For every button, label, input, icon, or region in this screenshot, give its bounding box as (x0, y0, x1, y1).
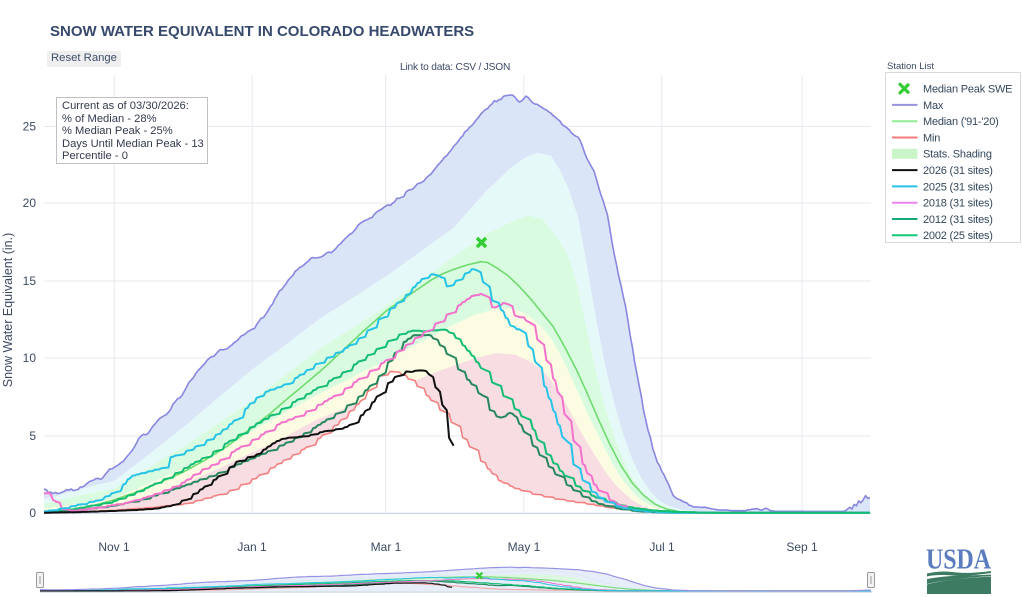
svg-text:2026 (31 sites): 2026 (31 sites) (923, 165, 993, 177)
svg-text:15: 15 (23, 274, 37, 288)
svg-text:10: 10 (23, 351, 37, 365)
svg-text:USDA: USDA (926, 546, 992, 575)
svg-text:2002 (25 sites): 2002 (25 sites) (923, 230, 993, 242)
svg-text:Mar 1: Mar 1 (371, 540, 402, 554)
svg-text:0: 0 (29, 506, 36, 520)
svg-text:Jan 1: Jan 1 (237, 540, 267, 554)
svg-text:Median Peak SWE: Median Peak SWE (923, 84, 1012, 96)
svg-text:Jul 1: Jul 1 (649, 540, 675, 554)
svg-text:2025 (31 sites): 2025 (31 sites) (923, 181, 993, 193)
svg-text:Sep 1: Sep 1 (786, 540, 818, 554)
svg-text:2018 (31 sites): 2018 (31 sites) (923, 198, 993, 210)
svg-text:Snow Water Equivalent (in.): Snow Water Equivalent (in.) (1, 233, 15, 387)
svg-text:5: 5 (29, 429, 36, 443)
svg-text:Max: Max (923, 100, 944, 112)
svg-text:2012 (31 sites): 2012 (31 sites) (923, 214, 993, 226)
svg-text:Median ('91-'20): Median ('91-'20) (923, 116, 999, 128)
svg-text:25: 25 (23, 120, 37, 134)
svg-text:20: 20 (23, 196, 37, 210)
svg-text:May 1: May 1 (508, 540, 541, 554)
svg-text:Min: Min (923, 132, 940, 144)
svg-text:Stats. Shading: Stats. Shading (923, 149, 992, 161)
svg-text:Nov 1: Nov 1 (98, 540, 130, 554)
